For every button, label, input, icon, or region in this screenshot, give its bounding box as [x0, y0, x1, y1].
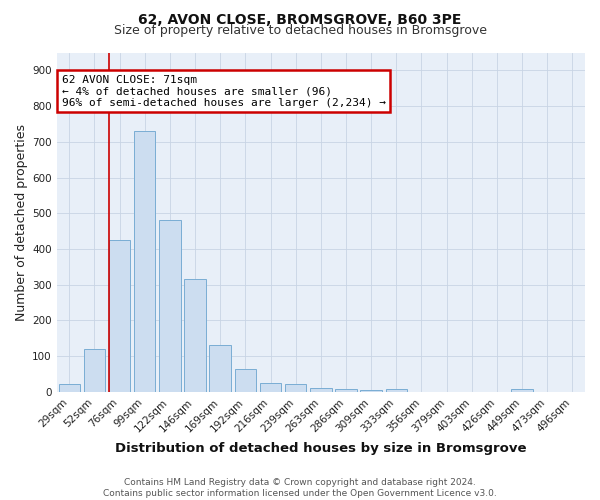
Bar	[83, 349, 105, 392]
Text: 62, AVON CLOSE, BROMSGROVE, B60 3PE: 62, AVON CLOSE, BROMSGROVE, B60 3PE	[139, 12, 461, 26]
Bar	[59, 384, 80, 392]
Text: Size of property relative to detached houses in Bromsgrove: Size of property relative to detached ho…	[113, 24, 487, 37]
Bar	[386, 390, 407, 392]
Bar	[184, 280, 206, 392]
Bar	[109, 240, 130, 392]
Bar	[335, 390, 356, 392]
Bar	[134, 131, 155, 392]
Text: 62 AVON CLOSE: 71sqm
← 4% of detached houses are smaller (96)
96% of semi-detach: 62 AVON CLOSE: 71sqm ← 4% of detached ho…	[62, 74, 386, 108]
Bar	[285, 384, 307, 392]
Bar	[159, 220, 181, 392]
Bar	[209, 346, 231, 392]
Text: Contains HM Land Registry data © Crown copyright and database right 2024.
Contai: Contains HM Land Registry data © Crown c…	[103, 478, 497, 498]
Bar	[310, 388, 332, 392]
Bar	[361, 390, 382, 392]
X-axis label: Distribution of detached houses by size in Bromsgrove: Distribution of detached houses by size …	[115, 442, 527, 455]
Bar	[235, 368, 256, 392]
Bar	[260, 383, 281, 392]
Y-axis label: Number of detached properties: Number of detached properties	[15, 124, 28, 320]
Bar	[511, 389, 533, 392]
